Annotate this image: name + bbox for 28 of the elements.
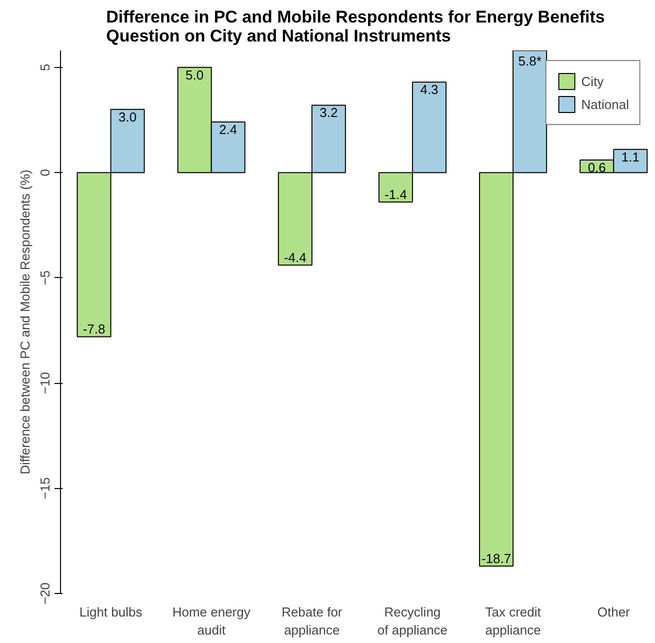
y-tick-label: 5 <box>38 64 52 71</box>
data-label: 0.6 <box>588 160 606 175</box>
x-tick-label: Home energy audit <box>172 604 251 638</box>
y-tick-label: −10 <box>38 372 52 394</box>
x-tick-label: Rebate for appliance <box>282 604 343 638</box>
y-tick-label: −20 <box>38 582 52 605</box>
x-tick-label: Other <box>597 604 631 620</box>
legend-label: National <box>581 96 629 112</box>
data-label: -4.4 <box>284 250 306 266</box>
data-label: 3.2 <box>320 105 338 120</box>
x-tick-label: Tax credit appliance <box>485 604 542 638</box>
y-tick-label: 0 <box>38 168 52 176</box>
y-axis-title: Difference between PC and Mobile Respondents (%) <box>18 170 32 474</box>
legend-label: City <box>581 74 604 88</box>
chart-title: Difference in PC and Mobile Respondents for Energy Benefits Question on City and National Instruments <box>106 8 605 46</box>
y-tick-label: −5 <box>38 270 52 286</box>
x-tick-label: Recycling of appliance <box>377 604 448 638</box>
data-label: 1.1 <box>621 149 640 164</box>
data-label: -18.7 <box>481 551 512 566</box>
data-label: 2.4 <box>219 122 238 138</box>
y-tick-label: −15 <box>38 477 52 500</box>
x-tick-label: Light bulbs <box>79 604 143 620</box>
data-label: 5.0 <box>186 67 204 82</box>
data-label: -1.4 <box>384 187 407 202</box>
data-label: 3.0 <box>118 109 137 124</box>
data-label: 4.3 <box>420 82 438 98</box>
data-label: 5.8* <box>518 54 542 68</box>
data-label: -7.8 <box>82 322 106 337</box>
